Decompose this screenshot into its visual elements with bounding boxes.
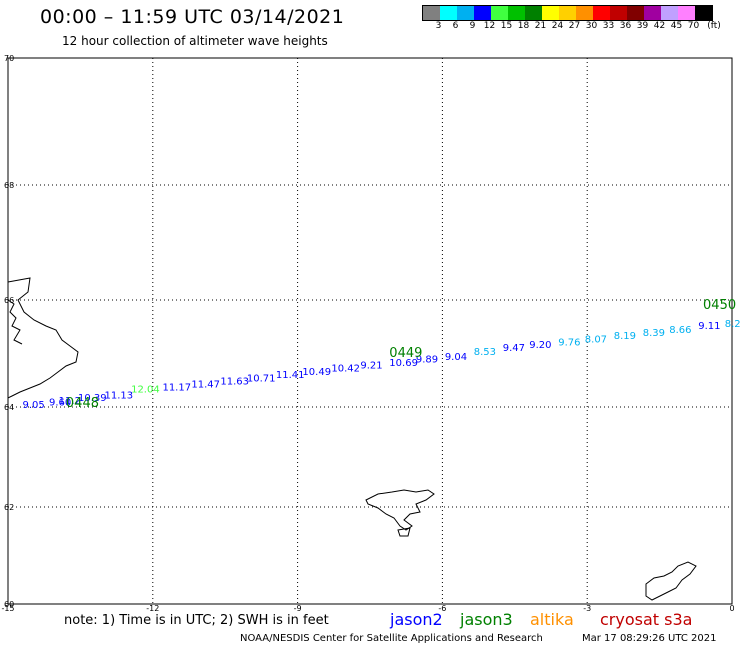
legend-tick-label: 15 — [500, 21, 513, 31]
swh-value-label: 11.47 — [191, 380, 220, 391]
legend-swatch — [440, 6, 457, 20]
legend-swatch — [474, 6, 491, 20]
faroe-islands-coastline — [365, 489, 435, 531]
swh-value-label: 10.49 — [302, 367, 331, 378]
legend-swatch — [610, 6, 627, 20]
swh-value-label: 11.2 — [59, 396, 81, 407]
legend-swatch — [661, 6, 678, 20]
lat-tick-label: 62 — [4, 503, 14, 512]
color-scale-legend — [422, 5, 713, 21]
legend-unit-label: (ft) — [707, 21, 721, 31]
footer-note: note: 1) Time is in UTC; 2) SWH is in fe… — [64, 613, 329, 628]
lon-tick-label: -15 — [1, 604, 14, 613]
lat-tick-label: 68 — [4, 181, 14, 190]
legend-tick-label: 9 — [469, 21, 476, 31]
legend-swatch — [627, 6, 644, 20]
legend-swatch — [576, 6, 593, 20]
legend-swatch — [559, 6, 576, 20]
lat-tick-label: 64 — [4, 403, 14, 412]
map-subtitle: 12 hour collection of altimeter wave hei… — [62, 34, 328, 48]
swh-value-label: 9.05 — [22, 400, 44, 411]
swh-value-label: 8.53 — [474, 347, 496, 358]
legend-swatch — [695, 6, 712, 20]
pass-time-label: 0449 — [389, 346, 422, 361]
faroe-islet — [397, 527, 411, 537]
legend-swatch — [423, 6, 440, 20]
swh-value-label: 9.76 — [558, 337, 580, 348]
lon-tick-label: -3 — [583, 604, 591, 613]
legend-tick-label: 18 — [517, 21, 530, 31]
legend-tick-label: 6 — [452, 21, 459, 31]
swh-value-label: 11.63 — [220, 377, 249, 388]
lat-tick-label: 60 — [4, 600, 14, 609]
legend-swatch — [525, 6, 542, 20]
legend-tick-label: 36 — [619, 21, 632, 31]
swh-value-label: 8.39 — [643, 328, 665, 339]
swh-value-label: 9.47 — [503, 343, 525, 354]
legend-swatch — [644, 6, 661, 20]
generation-timestamp: Mar 17 08:29:26 UTC 2021 — [582, 633, 717, 644]
pass-time-label: 0448 — [66, 396, 99, 411]
swh-value-label: 9.21 — [360, 360, 382, 371]
swh-value-label: 8.66 — [669, 325, 691, 336]
legend-swatch — [678, 6, 695, 20]
swh-value-label: 10.71 — [247, 373, 276, 384]
swh-value-label: 9.20 — [529, 340, 551, 351]
legend-tick-label: 45 — [670, 21, 683, 31]
norway-coastline — [645, 561, 697, 601]
swh-value-label: 11.13 — [105, 390, 134, 401]
iceland-fjords — [7, 299, 23, 345]
swh-value-label: 11.41 — [276, 370, 305, 381]
legend-tick-label: 3 — [435, 21, 442, 31]
swh-value-label: 9.04 — [445, 352, 467, 363]
swh-value-label: 9.89 — [416, 355, 438, 366]
legend-tick-label: 27 — [568, 21, 581, 31]
swh-value-label: 11.17 — [162, 382, 191, 393]
swh-value-label: 10.42 — [331, 364, 360, 375]
legend-tick-label: 24 — [551, 21, 564, 31]
legend-tick-label: 21 — [534, 21, 547, 31]
lon-tick-label: -6 — [438, 604, 446, 613]
map-title: 00:00 – 11:59 UTC 03/14/2021 — [40, 6, 345, 28]
legend-tick-label: 42 — [653, 21, 666, 31]
legend-swatch — [491, 6, 508, 20]
legend-tick-label: 33 — [602, 21, 615, 31]
legend-tick-label: 70 — [687, 21, 700, 31]
legend-swatch — [593, 6, 610, 20]
legend-tick-label: 12 — [483, 21, 496, 31]
sat-legend-jason2: jason2 — [390, 610, 443, 629]
legend-swatch — [508, 6, 525, 20]
swh-value-label: 12.04 — [131, 385, 160, 396]
swh-value-label: 10.69 — [389, 358, 418, 369]
swh-value-label: 8.07 — [585, 334, 607, 345]
swh-value-label: 10.39 — [78, 393, 107, 404]
legend-tick-label: 30 — [585, 21, 598, 31]
sat-legend-cryosat-s3a: cryosat s3a — [600, 610, 693, 629]
pass-time-label: 0450 — [703, 298, 736, 313]
lat-tick-label: 70 — [4, 54, 14, 63]
swh-value-label: 8.26 — [725, 319, 740, 330]
swh-value-label: 8.19 — [614, 331, 636, 342]
lon-tick-label: -9 — [294, 604, 302, 613]
legend-tick-label: 39 — [636, 21, 649, 31]
legend-swatch — [457, 6, 474, 20]
swh-value-label: 9.60 — [49, 397, 71, 408]
credit-line: NOAA/NESDIS Center for Satellite Applica… — [240, 633, 543, 644]
swh-value-label: 9.11 — [698, 321, 720, 332]
sat-legend-jason3: jason3 — [460, 610, 513, 629]
sat-legend-altika: altika — [530, 610, 574, 629]
legend-swatch — [542, 6, 559, 20]
lon-tick-label: 0 — [729, 604, 734, 613]
lon-tick-label: -12 — [146, 604, 159, 613]
iceland-coastline — [7, 277, 79, 399]
